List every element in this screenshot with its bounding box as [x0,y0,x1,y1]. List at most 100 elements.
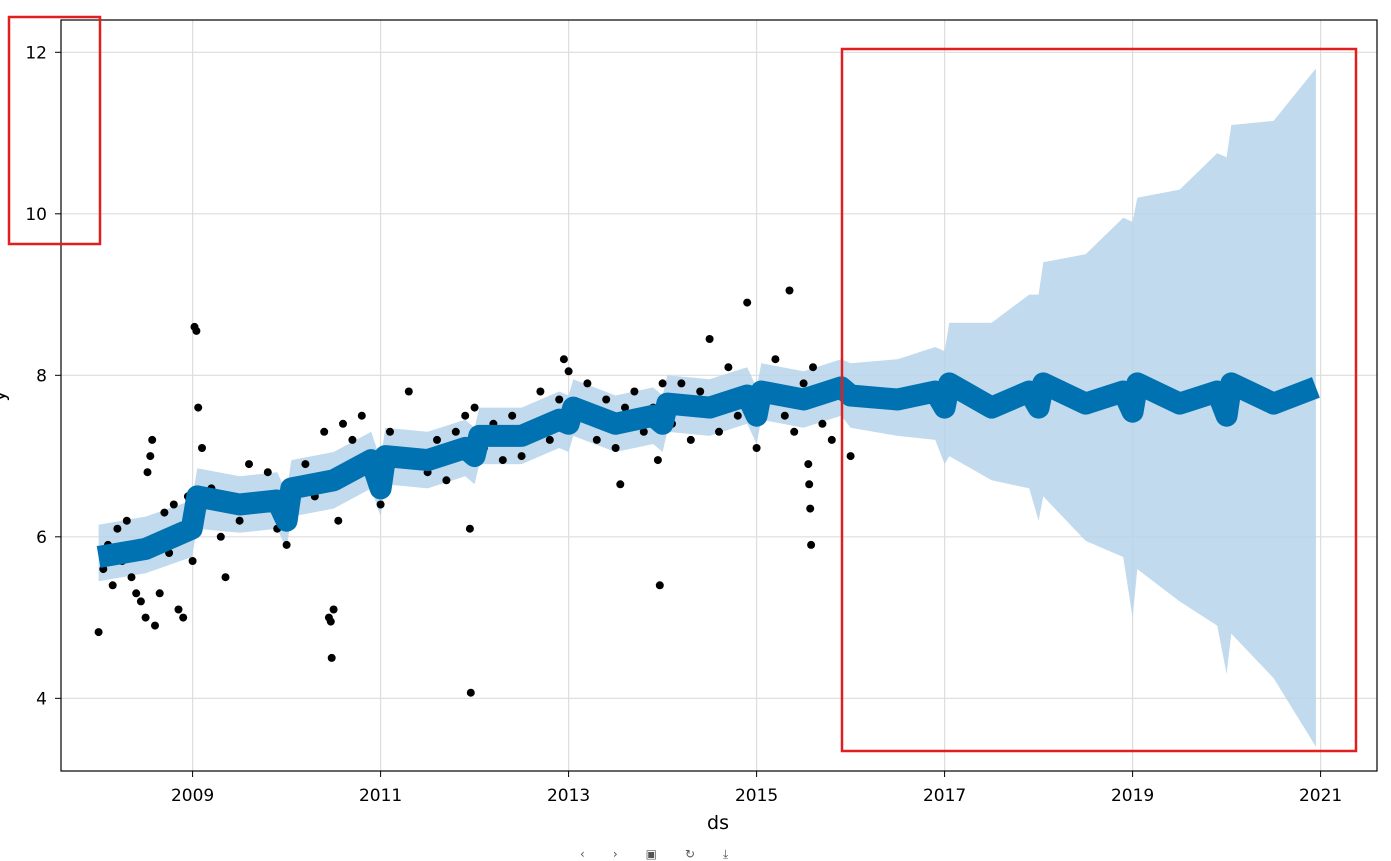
annotation-box-forecast [840,47,1358,753]
x-tick-label: 2019 [1111,786,1154,806]
observed-point [621,403,629,412]
x-tick-label: 2015 [735,786,778,806]
observed-point [790,427,799,436]
observed-point [192,326,201,335]
x-tick-label: 2021 [1299,786,1342,806]
observed-point [132,589,141,598]
observed-point [194,403,203,412]
observed-point [339,419,347,428]
download-icon[interactable]: ⤓ [723,848,729,861]
rotate-icon[interactable]: ↻ [684,848,696,861]
forward-arrow-icon[interactable]: › [612,848,618,861]
observed-point [461,411,470,420]
observed-point [235,516,244,525]
observed-point [466,688,475,697]
zoom-icon[interactable]: ▣ [645,848,657,861]
observed-point [376,500,385,509]
observed-point [724,363,733,372]
observed-point [805,480,814,489]
y-tick-label: 6 [36,528,47,548]
observed-point [630,387,639,396]
forecast-line [96,372,1320,568]
y-tick-label: 10 [25,205,47,225]
observed-point [188,557,197,565]
observed-point [827,435,836,444]
observed-point [807,540,816,549]
y-tick-label: 4 [36,689,47,709]
x-axis: 2009 2011 2013 2015 2017 2019 2021 [171,771,1342,806]
annotation-box-y-axis [7,15,102,246]
observed-point [108,581,117,590]
observed-point [785,286,794,295]
observed-point [442,476,451,485]
observed-point [94,628,103,637]
observed-point [696,387,705,396]
observed-point [320,427,329,436]
observed-point [141,613,150,622]
observed-point [357,411,366,420]
x-axis-title: ds [707,812,729,834]
observed-point [404,387,413,396]
observed-point [799,379,808,388]
observed-point [334,516,343,525]
observed-point [564,367,573,376]
observed-point [221,573,230,582]
observed-point [127,573,136,582]
observed-point [169,500,178,509]
observed-point [583,379,592,388]
x-tick-label: 2011 [359,786,402,806]
observed-point [470,403,479,412]
observed-point [143,468,152,477]
x-tick-label: 2013 [547,786,590,806]
x-tick-label: 2009 [171,786,214,806]
observed-point [198,444,206,452]
observed-point [179,613,188,622]
observed-point [555,395,564,404]
observed-point [386,427,394,436]
observed-point [806,504,815,513]
observed-point [245,460,253,469]
observed-point [771,355,780,364]
observed-point [809,363,817,372]
observed-point [216,532,225,541]
observed-point [160,508,169,517]
observed-point [282,540,291,549]
observed-point [743,298,752,307]
observed-point [433,435,441,444]
observed-point [146,452,155,461]
observed-point [804,460,813,469]
observed-point [653,456,662,465]
observed-point [326,617,335,626]
observed-point [174,605,183,614]
y-tick-label: 8 [36,366,47,386]
observed-point [122,516,131,525]
observed-point [611,444,620,452]
observed-point [327,653,336,662]
observed-point [545,435,554,444]
observed-point [517,452,526,461]
y-axis: 4 6 8 10 12 [25,43,61,709]
observed-point [329,605,338,614]
observed-point [155,589,164,598]
back-arrow-icon[interactable]: ‹ [580,848,585,861]
observed-point [655,581,664,590]
observed-point [559,355,568,364]
observed-point [465,524,474,533]
observed-point [602,395,611,404]
observed-point [592,435,601,444]
observed-point [616,480,625,489]
observed-point [508,411,517,420]
observed-point [348,435,357,444]
observed-point [677,379,686,388]
observed-point [686,435,695,444]
observed-point [498,456,507,465]
observed-point [733,411,742,420]
observed-point [113,524,122,533]
observed-point [715,427,723,436]
observed-point [658,379,667,388]
figure-toolbar: ‹ › ▣ ↻ ⤓ [580,848,820,861]
observed-point [536,387,545,396]
observed-point [148,435,157,444]
observed-point [705,335,714,343]
observed-point [639,427,648,436]
